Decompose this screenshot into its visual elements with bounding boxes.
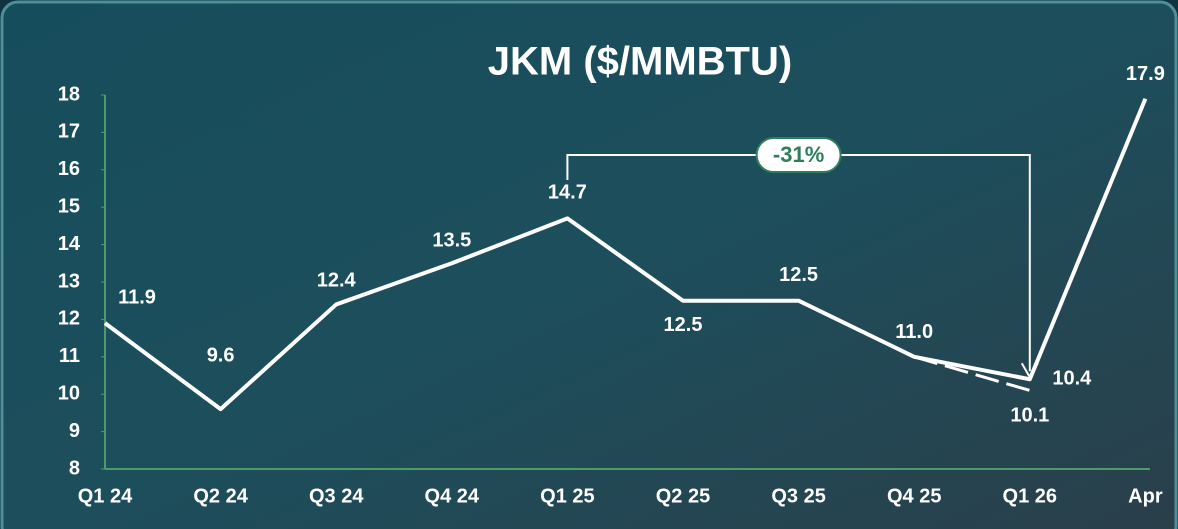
- x-tick-label: Q1 26: [1003, 485, 1057, 507]
- data-label: 17.9: [1126, 63, 1165, 85]
- line: [103, 97, 1148, 412]
- y-tick-label: 17: [58, 121, 80, 143]
- y-tick-label: 13: [58, 270, 80, 292]
- y-tick-label: 16: [58, 158, 80, 180]
- x-tick-label: Q1 24: [78, 485, 133, 507]
- y-tick-label: 15: [58, 195, 80, 217]
- data-label: 10.4: [1052, 368, 1092, 390]
- data-label: 11.0: [895, 321, 933, 343]
- x-tick-label: Q1 25: [540, 485, 594, 507]
- x-tick-label: Q2 25: [656, 485, 710, 507]
- y-tick-label: 9: [69, 420, 80, 442]
- data-label: 10.1: [1010, 405, 1049, 427]
- annotation-box: [755, 137, 842, 173]
- annotation: -31%: [773, 142, 824, 167]
- data-label: 9.6: [207, 344, 235, 366]
- y-tick-label: 8: [69, 457, 80, 479]
- y-tick-label: 11: [59, 345, 80, 367]
- x-tick-label: Apr: [1128, 485, 1163, 507]
- x-tick-label: Q3 24: [309, 485, 364, 507]
- y-tick-label: 12: [58, 308, 80, 330]
- x-tick-label: Q4 25: [887, 485, 941, 507]
- data-label: 11.9: [118, 286, 156, 308]
- dashed-line: [913, 355, 1031, 392]
- data-label: 14.7: [548, 182, 587, 204]
- y-tick-label: 14: [58, 233, 81, 255]
- y-tick-label: 18: [58, 83, 80, 105]
- data-label: 12.5: [779, 264, 818, 286]
- x-tick-label: Q2 24: [193, 485, 248, 507]
- data-label: 12.5: [664, 314, 703, 336]
- data-label: 12.4: [317, 270, 357, 292]
- x-tick-label: Q3 25: [771, 485, 825, 507]
- chart-title: JKM ($/MMBTU): [488, 40, 792, 84]
- y-tick-label: 10: [58, 382, 80, 404]
- data-label: 13.5: [432, 230, 471, 252]
- x-tick-label: Q4 24: [425, 485, 480, 507]
